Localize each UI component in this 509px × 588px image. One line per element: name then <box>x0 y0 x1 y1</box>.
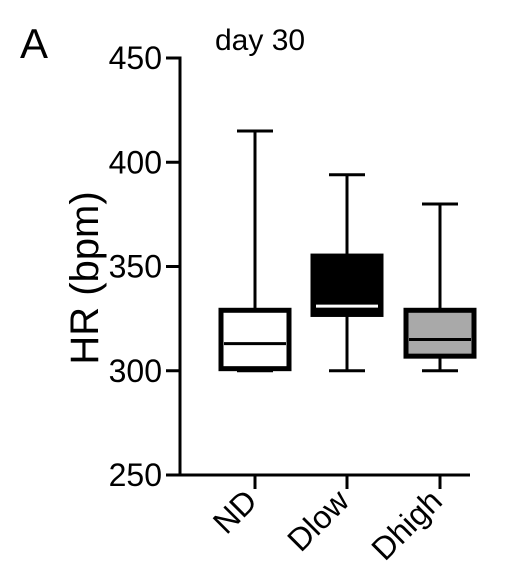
box-body <box>403 307 477 359</box>
chart-title: day 30 <box>215 24 305 57</box>
box-dlow <box>310 173 384 373</box>
box-nd <box>218 129 292 373</box>
y-tick-label: 400 <box>109 144 162 180</box>
y-tick-label: 450 <box>109 40 162 76</box>
y-tick-label: 300 <box>109 353 162 389</box>
y-tick-label: 350 <box>109 249 162 285</box>
y-axis-label: HR (bpm) <box>63 191 107 364</box>
box-dhigh <box>403 202 477 373</box>
x-tick-label: Dlow <box>280 482 356 558</box>
x-tick-label: Dhigh <box>364 482 449 567</box>
x-axis-ticks: ND Dlow Dhigh <box>206 475 449 567</box>
y-axis-ticks: 250 300 350 400 450 <box>109 40 180 493</box>
box-body <box>218 307 292 372</box>
x-tick-label: ND <box>206 482 264 540</box>
y-tick-label: 250 <box>109 457 162 493</box>
panel-label: A <box>20 20 48 67</box>
box-series <box>218 129 477 373</box>
